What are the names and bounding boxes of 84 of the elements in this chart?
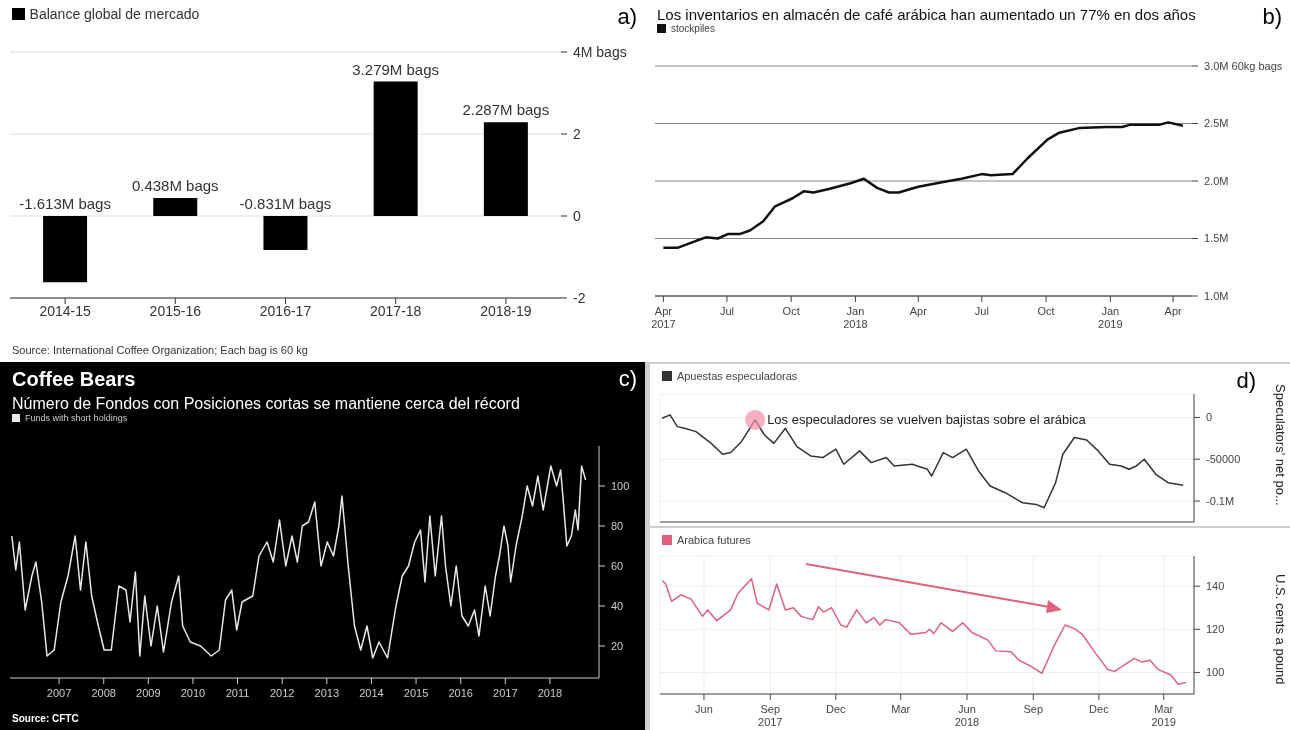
x-tick-label: Jul xyxy=(974,305,989,317)
y-tick-label: 80 xyxy=(611,519,624,532)
x-tick-label: 2007 xyxy=(46,687,72,699)
x-tick-label: 2013 xyxy=(314,687,340,699)
legend-label: Balance global de mercado xyxy=(29,6,200,22)
y-axis-title: U.S. cents a pound xyxy=(1273,572,1288,687)
x-tick-label: Jun 2018 xyxy=(954,703,980,728)
x-tick-label: Dec xyxy=(1089,703,1110,715)
y-tick-label: 0 xyxy=(573,207,581,224)
y-tick-label: 60 xyxy=(611,559,624,572)
x-tick-label: 2015 xyxy=(403,687,429,699)
y-tick-label: 2.0M xyxy=(1204,174,1229,187)
y-tick-label: 100 xyxy=(611,479,630,492)
y-tick-label: 4M bags xyxy=(573,43,627,60)
text: a) xyxy=(617,4,637,30)
text: c) xyxy=(618,366,637,392)
bar xyxy=(43,216,88,283)
y-tick-label: 40 xyxy=(611,599,624,612)
bar xyxy=(373,81,418,216)
x-tick-label: 2008 xyxy=(91,687,116,699)
x-tick-label: 2018-19 xyxy=(480,302,532,319)
data-label: -1.613M bags xyxy=(19,195,111,212)
y-tick-label: 2 xyxy=(573,125,581,142)
y-tick-label: 20 xyxy=(611,639,624,652)
y-tick-label: 1.5M xyxy=(1204,232,1229,245)
x-tick-label: 2009 xyxy=(136,687,161,699)
x-tick-label: 2010 xyxy=(180,687,206,699)
x-tick-label: Apr 2017 xyxy=(651,305,676,330)
x-tick-label: 2017 xyxy=(493,687,518,699)
x-tick-label: 2014-15 xyxy=(39,302,91,319)
x-tick-label: Apr xyxy=(909,305,928,317)
legend-label: Arabica futures xyxy=(676,534,751,546)
x-tick-label: 2011 xyxy=(225,687,250,699)
x-tick-label: 2016-17 xyxy=(259,302,312,319)
chart-subtitle: Número de Fondos con Posiciones cortas se mantiene cerca del récord xyxy=(12,395,521,413)
data-label: 2.287M bags xyxy=(462,101,550,119)
x-tick-label: 2015-16 xyxy=(149,302,202,319)
x-tick-label: 2012 xyxy=(269,687,295,699)
source-note: Source: CFTC xyxy=(12,713,79,724)
y-tick-label: 2.5M xyxy=(1204,117,1229,130)
x-tick-label: Apr xyxy=(1164,305,1183,317)
x-tick-label: 2017-18 xyxy=(370,302,422,319)
line-series xyxy=(661,578,1187,686)
x-tick-label: Sep 2017 xyxy=(758,703,783,728)
line-series xyxy=(11,465,587,659)
x-tick-label: Dec xyxy=(826,703,847,715)
x-tick-label: Oct xyxy=(782,305,800,317)
text: b) xyxy=(1262,4,1282,30)
y-tick-label: 100 xyxy=(1206,666,1225,679)
bar xyxy=(153,198,198,216)
y-axis-title: Speculators' net po... xyxy=(1273,383,1288,508)
x-tick-label: 2014 xyxy=(359,687,384,699)
annotation: Los especuladores se vuelven bajistas sobre el arábica xyxy=(767,411,1087,427)
y-tick-label: 0 xyxy=(1206,411,1213,424)
x-tick-label: Mar 2019 xyxy=(1151,703,1176,728)
source-note: Source: International Coffee Organization; Each bag is 60 kg xyxy=(12,344,308,356)
y-tick-label: -0.1M xyxy=(1206,494,1235,507)
text: d) xyxy=(1236,368,1256,394)
x-tick-label: Sep xyxy=(1023,703,1044,715)
chart-title: Coffee Bears xyxy=(12,368,137,391)
legend-label: Apuestas especuladoras xyxy=(676,370,798,382)
y-tick-label: -50000 xyxy=(1206,453,1241,466)
x-tick-label: Oct xyxy=(1037,305,1055,317)
x-tick-label: Jan 2018 xyxy=(843,305,868,330)
x-tick-label: 2018 xyxy=(537,687,563,699)
y-tick-label: 3.0M 60kg bags xyxy=(1204,59,1283,72)
bar xyxy=(483,122,528,216)
data-label: 0.438M bags xyxy=(131,177,219,195)
legend-label: Funds with short holdings xyxy=(25,413,128,423)
y-tick-label: 140 xyxy=(1206,580,1225,593)
data-label: 3.279M bags xyxy=(352,60,440,78)
legend-label: stockpiles xyxy=(671,23,715,34)
x-tick-label: Jun xyxy=(695,703,713,715)
line-series xyxy=(662,121,1185,249)
y-tick-label: 120 xyxy=(1206,623,1225,636)
bar xyxy=(263,216,308,251)
x-tick-label: Mar xyxy=(891,703,911,715)
x-tick-label: 2016 xyxy=(448,687,473,699)
y-tick-label: 1.0M xyxy=(1204,289,1229,302)
y-tick-label: -2 xyxy=(573,289,586,306)
chart-title: Los inventarios en almacén de café arábica han aumentado un 77% en dos años xyxy=(657,6,1197,23)
data-label: -0.831M bags xyxy=(239,195,332,212)
x-tick-label: Jul xyxy=(719,305,734,317)
x-tick-label: Jan 2019 xyxy=(1098,305,1123,330)
